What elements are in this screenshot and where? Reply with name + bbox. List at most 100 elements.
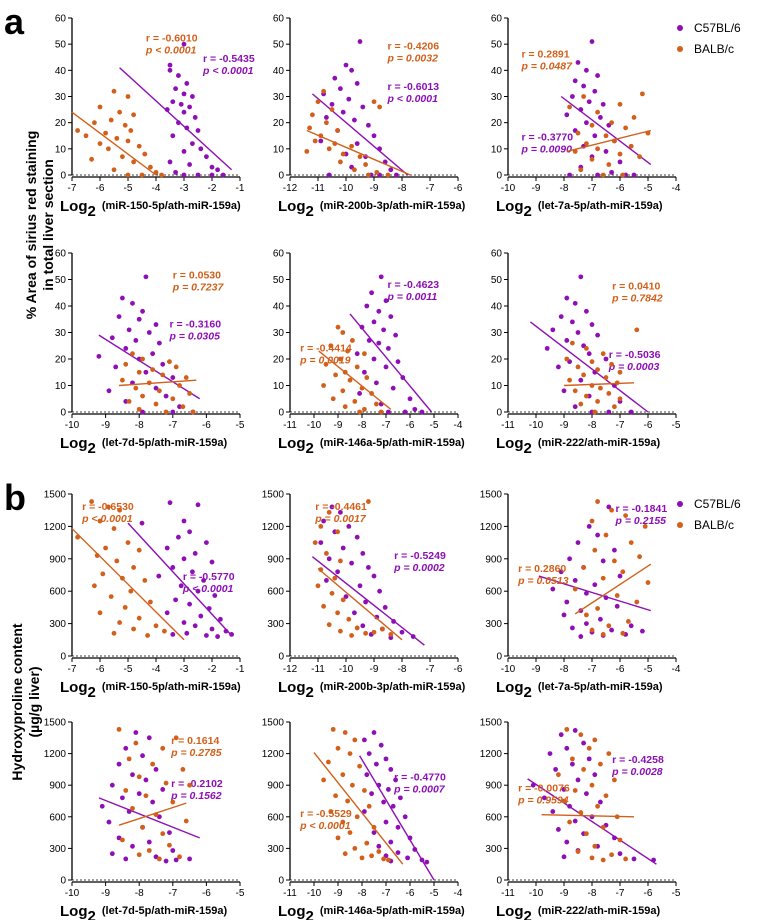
- point-c57: [181, 620, 187, 625]
- y-tick-label: 0: [496, 652, 502, 663]
- x-tick-label: -3: [180, 664, 189, 675]
- point-balb: [131, 626, 137, 632]
- point-balb: [123, 361, 129, 367]
- p-value-c57: p = 0.0090: [520, 143, 572, 155]
- point-balb: [324, 120, 329, 126]
- r-value-balb: r = 0.1614: [171, 735, 219, 747]
- fit-line-balb: [71, 528, 185, 641]
- point-balb: [92, 120, 97, 126]
- r-value-c57: r = -0.4623: [387, 279, 439, 291]
- point-c57: [586, 756, 592, 762]
- y-tick-label: 0: [60, 876, 66, 887]
- point-balb: [338, 159, 343, 165]
- x-axis-label-sub: 2: [88, 684, 96, 701]
- point-balb: [167, 359, 172, 365]
- chart-b6: 0 300 600 900 1200 1500 -11 -10 -9 -8 -7 -6 -5 Log2 (m…: [480, 718, 681, 920]
- point-balb: [330, 726, 336, 732]
- x-tick-label: -5: [644, 664, 653, 675]
- point-c57: [363, 599, 368, 605]
- x-tick-label: -10: [501, 183, 516, 194]
- point-balb: [581, 767, 586, 772]
- point-balb: [366, 803, 372, 809]
- point-balb: [92, 583, 97, 589]
- point-balb: [378, 409, 384, 415]
- point-c57: [181, 172, 187, 178]
- point-balb: [125, 172, 131, 178]
- point-c57: [178, 583, 184, 589]
- point-c57: [584, 590, 589, 596]
- point-c57: [133, 730, 139, 735]
- y-tick-label: 50: [273, 275, 285, 286]
- point-balb: [564, 356, 570, 362]
- p-value-c57: p = 0.0305: [168, 331, 220, 343]
- point-c57: [143, 777, 149, 783]
- point-balb: [388, 632, 394, 637]
- x-axis-label-log: Log: [278, 679, 306, 696]
- y-tick-label: 10: [491, 144, 503, 155]
- point-balb: [117, 507, 122, 513]
- point-c57: [575, 540, 581, 545]
- y-tick-label: 1500: [262, 718, 285, 729]
- fit-line-c57: [98, 334, 201, 400]
- r-value-balb: r = -0.4414: [300, 343, 352, 355]
- point-c57: [143, 274, 149, 280]
- x-tick-label: -11: [501, 420, 515, 431]
- y-tick-label: 0: [60, 652, 66, 663]
- point-c57: [581, 83, 586, 89]
- point-balb: [581, 94, 586, 99]
- point-c57: [326, 556, 332, 562]
- x-tick-label: -9: [560, 888, 569, 899]
- point-balb: [349, 143, 354, 149]
- p-value-balb: p = 0.2785: [170, 747, 222, 759]
- y-tick-label: 900: [49, 781, 66, 792]
- point-c57: [204, 540, 209, 545]
- point-balb: [567, 104, 572, 110]
- y-tick-label: 40: [55, 66, 67, 77]
- point-balb: [340, 819, 346, 825]
- point-balb: [126, 756, 132, 762]
- point-c57: [369, 290, 374, 296]
- point-balb: [589, 359, 595, 365]
- point-c57: [567, 556, 572, 562]
- x-axis-label-log: Log: [60, 198, 88, 215]
- y-tick-label: 1200: [262, 749, 285, 760]
- x-tick-label: -10: [307, 420, 322, 431]
- point-balb: [592, 737, 598, 743]
- chart-b4: 0 300 600 900 1200 1500 -10 -9 -8 -7 -6 -5 Log2 (let-…: [44, 718, 245, 920]
- point-c57: [371, 319, 377, 325]
- point-balb: [345, 798, 350, 804]
- point-balb: [570, 756, 575, 762]
- x-tick-label: -10: [339, 664, 354, 675]
- x-tick-label: -5: [644, 183, 653, 194]
- point-c57: [575, 330, 581, 335]
- point-c57: [547, 751, 553, 756]
- point-c57: [394, 172, 399, 178]
- fit-line-c57: [311, 93, 409, 176]
- y-tick-label: 0: [496, 876, 502, 887]
- x-tick-label: -10: [65, 420, 80, 431]
- point-balb: [352, 737, 358, 743]
- point-balb: [163, 780, 169, 786]
- p-value-balb: p = 0.0019: [299, 355, 351, 367]
- x-axis-label-sub: 2: [524, 908, 532, 920]
- fit-line-c57: [358, 755, 435, 881]
- x-tick-label: -10: [339, 183, 354, 194]
- point-c57: [598, 115, 603, 120]
- point-balb: [617, 396, 623, 402]
- point-c57: [603, 356, 609, 362]
- point-c57: [377, 588, 382, 594]
- point-c57: [575, 777, 581, 783]
- y-tick-label: 30: [273, 92, 285, 103]
- x-axis-label: Log2 (miR-222/ath-miR-159a): [496, 903, 660, 920]
- point-c57: [592, 772, 598, 778]
- x-tick-label: -7: [382, 420, 391, 431]
- r-value-balb: r = -0.4461: [315, 501, 367, 513]
- point-c57: [164, 610, 170, 616]
- point-balb: [145, 633, 151, 638]
- point-c57: [572, 728, 578, 733]
- y-tick-label: 10: [273, 144, 285, 155]
- point-balb: [140, 356, 145, 362]
- point-balb: [97, 141, 103, 147]
- point-c57: [374, 380, 379, 386]
- point-c57: [346, 524, 352, 529]
